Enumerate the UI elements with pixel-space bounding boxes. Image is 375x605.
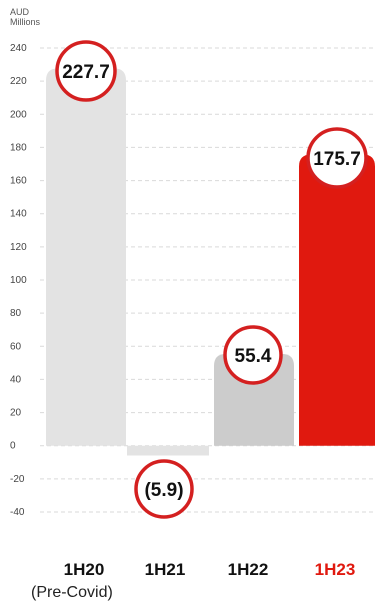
category-label-1h20: 1H20 (63, 560, 105, 579)
y-tick-label-20: 20 (10, 408, 22, 419)
y-tick-label-80: 80 (10, 308, 22, 319)
data-label-circle-1h22 (223, 325, 283, 385)
category-note-1h20: (Pre-Covid) (31, 584, 113, 601)
y-tick-label-160: 160 (10, 176, 27, 187)
y-tick-label-120: 120 (10, 242, 27, 253)
data-label-circle-1h20 (55, 40, 117, 102)
bar-1h21 (127, 445, 209, 456)
y-tick-label-140: 140 (10, 209, 27, 220)
data-label-1h22: 55.4 (235, 346, 272, 367)
category-label-1h23: 1H23 (314, 560, 356, 579)
data-label-1h21: (5.9) (144, 480, 183, 501)
bar-1h20 (46, 68, 126, 446)
y-tick-label-200: 200 (10, 109, 27, 120)
bar-1h23 (299, 154, 375, 446)
y-unit-label: AUD Millions (10, 7, 40, 27)
unit-currency: AUD (10, 7, 30, 17)
y-tick-label-180: 180 (10, 142, 27, 153)
y-tick-label--40: -40 (10, 507, 25, 518)
unit-scale: Millions (10, 17, 41, 27)
category-label-1h21: 1H21 (144, 560, 186, 579)
data-label-circle-1h21 (134, 459, 194, 519)
y-tick-label-100: 100 (10, 275, 27, 286)
y-tick-label-60: 60 (10, 341, 22, 352)
y-tick-label--20: -20 (10, 474, 25, 485)
data-label-1h20: 227.7 (62, 62, 110, 83)
y-tick-label-0: 0 (10, 441, 16, 452)
y-tick-label-220: 220 (10, 76, 27, 87)
data-label-1h23: 175.7 (313, 149, 361, 170)
data-label-circle-1h23 (306, 127, 368, 189)
category-label-1h22: 1H22 (227, 560, 269, 579)
y-tick-label-40: 40 (10, 374, 22, 385)
y-tick-label-240: 240 (10, 43, 27, 54)
